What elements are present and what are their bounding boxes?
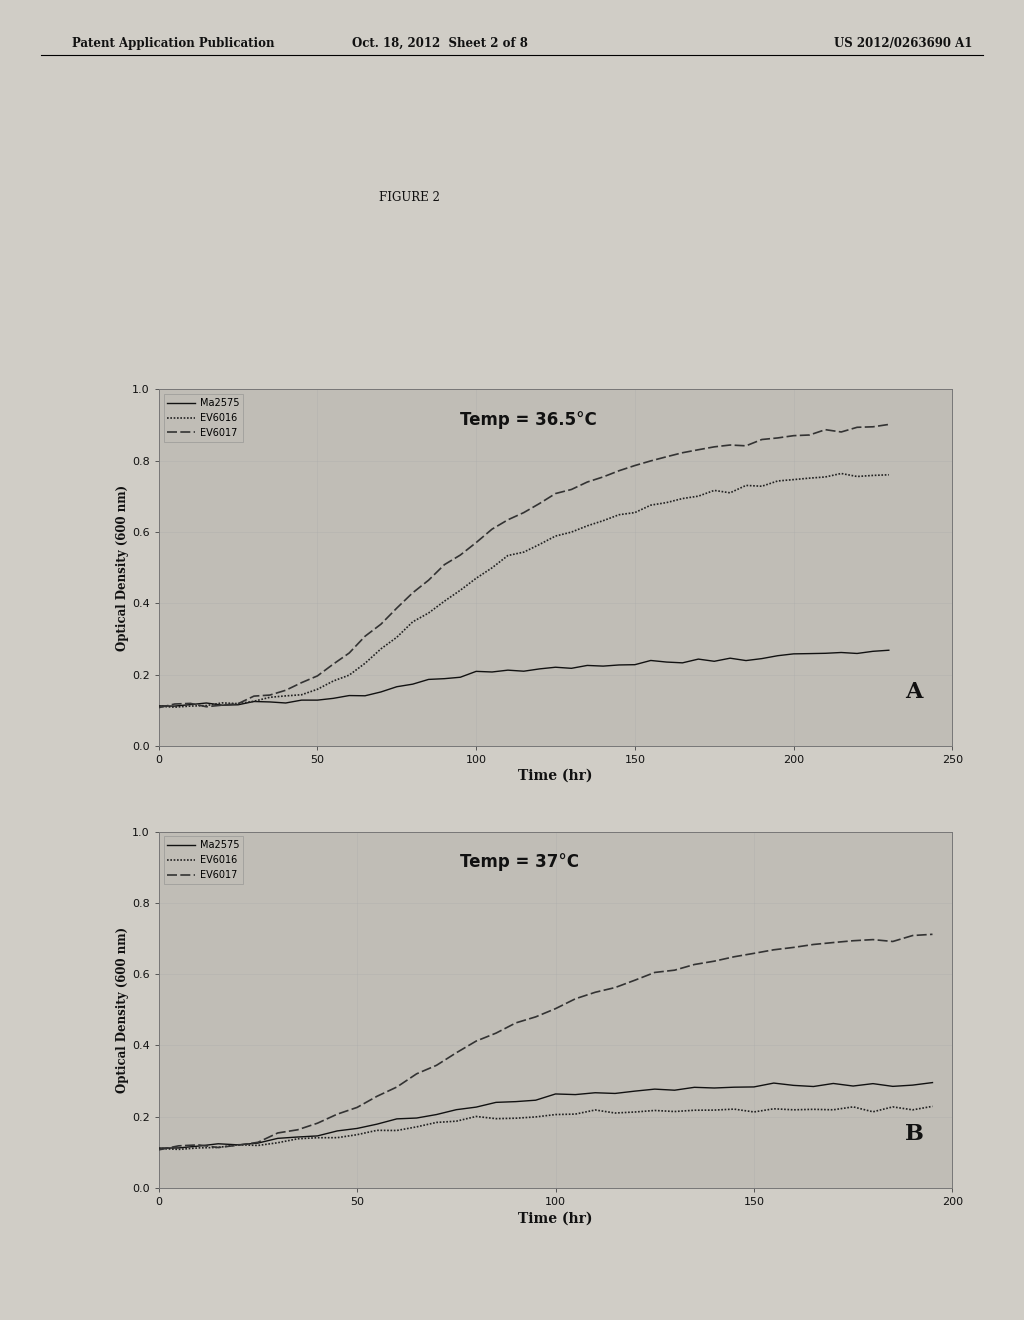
Legend: Ma2575, EV6016, EV6017: Ma2575, EV6016, EV6017: [164, 837, 243, 884]
Text: B: B: [905, 1123, 924, 1146]
X-axis label: Time (hr): Time (hr): [518, 1212, 593, 1225]
Text: Temp = 37°C: Temp = 37°C: [461, 853, 580, 871]
Text: A: A: [905, 681, 922, 704]
Text: Oct. 18, 2012  Sheet 2 of 8: Oct. 18, 2012 Sheet 2 of 8: [352, 37, 528, 50]
X-axis label: Time (hr): Time (hr): [518, 770, 593, 783]
Text: US 2012/0263690 A1: US 2012/0263690 A1: [835, 37, 973, 50]
Text: FIGURE 2: FIGURE 2: [379, 191, 440, 205]
Y-axis label: Optical Density (600 nm): Optical Density (600 nm): [116, 484, 129, 651]
Y-axis label: Optical Density (600 nm): Optical Density (600 nm): [116, 927, 129, 1093]
Legend: Ma2575, EV6016, EV6017: Ma2575, EV6016, EV6017: [164, 395, 243, 442]
Text: Temp = 36.5°C: Temp = 36.5°C: [461, 411, 597, 429]
Text: Patent Application Publication: Patent Application Publication: [72, 37, 274, 50]
